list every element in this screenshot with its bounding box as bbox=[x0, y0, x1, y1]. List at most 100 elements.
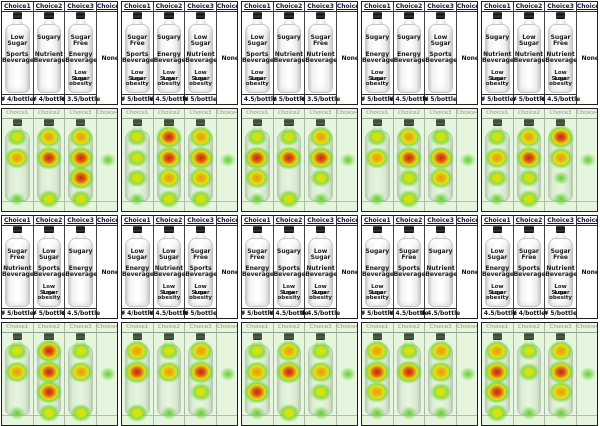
bottle-image bbox=[5, 226, 30, 307]
health-claim-label: Low obesity bbox=[189, 75, 212, 88]
bottle-labels: Sugar Free Sports Beverage Low Sugar Low obe… bbox=[185, 237, 217, 306]
heatmap-bottle-column bbox=[185, 119, 217, 211]
choice-header-cell: Choice2 bbox=[393, 2, 426, 12]
heat-blob bbox=[395, 145, 423, 170]
heatmap-bottle-column bbox=[242, 333, 274, 425]
price-label: ¥ 5/bottle bbox=[184, 95, 218, 103]
bottle-option: Sugar Free Nutrient Beverage Low Sugar Low o… bbox=[545, 12, 577, 94]
choice-header-label: Choice4 bbox=[576, 109, 598, 116]
choice-header-label: Choice4 bbox=[456, 2, 477, 10]
price-label: ¥ 4.5/bottle bbox=[60, 309, 101, 317]
choice-header-cell: Choice4 bbox=[456, 109, 477, 119]
bottle-image bbox=[365, 12, 390, 93]
choice-header-label: Choice1 bbox=[243, 216, 271, 224]
bottle-labels: Sugar Free Sports Beverage bbox=[514, 237, 546, 306]
heatmap-none-column bbox=[337, 333, 357, 425]
bottle-labels: Sugary Nutrient Beverage bbox=[425, 237, 457, 306]
bottle-body bbox=[188, 238, 213, 307]
beverage-type-label: Beverage bbox=[153, 56, 186, 64]
health-claim-label: Low obesity bbox=[245, 75, 269, 88]
heat-blob bbox=[517, 362, 540, 382]
heat-blob bbox=[369, 192, 386, 207]
beverage-type-label: Beverage bbox=[482, 270, 514, 278]
choice-header-label: Choice1 bbox=[6, 323, 29, 330]
price-label: ¥ 5/bottle bbox=[361, 309, 394, 317]
price-label: ¥ 5/bottle bbox=[184, 309, 218, 317]
health-claim-label: Low obesity bbox=[69, 75, 92, 88]
beverage-type-label: Beverage bbox=[242, 270, 274, 278]
choice-header-cell: Choice3 bbox=[185, 109, 217, 119]
bottle-body bbox=[396, 238, 422, 307]
bottle-neck bbox=[74, 19, 87, 24]
none-label: None bbox=[101, 268, 118, 276]
heatmap-bottle-column bbox=[305, 333, 337, 425]
beverage-type-label: Nutrient bbox=[546, 50, 575, 58]
bottle-labels: Sugar Free Nutrient Beverage Low Sugar Low o… bbox=[545, 23, 577, 92]
beverage-type-label: Beverage bbox=[33, 270, 66, 278]
bottle-neck bbox=[554, 19, 567, 24]
sugar-level-label: Sugar Free bbox=[127, 34, 148, 48]
heat-blob bbox=[155, 145, 183, 170]
bottle-neck bbox=[522, 19, 536, 24]
heat-blob bbox=[35, 359, 63, 384]
beverage-type-label: Energy bbox=[397, 50, 421, 58]
heatmap-none-column bbox=[577, 333, 597, 425]
price-label: ¥ 4/bottle bbox=[1, 95, 34, 103]
beverage-type-label: Nutrient bbox=[514, 50, 544, 58]
choice-header-label: Choice2 bbox=[395, 2, 423, 10]
none-option: None bbox=[97, 12, 117, 104]
heat-blob bbox=[548, 340, 574, 363]
sugar-level-label: Sugary bbox=[485, 34, 510, 42]
bottle-body bbox=[516, 24, 542, 93]
bottle-cap-icon bbox=[284, 226, 294, 233]
price-label: ¥ 4.5/bottle bbox=[300, 309, 341, 317]
choice-header-label: Choice1 bbox=[123, 216, 151, 224]
choice-header-cell: Choice3 bbox=[185, 216, 217, 226]
choice-header-cell: Choice1 bbox=[2, 109, 34, 119]
bottle-option: Sugar Free Sports Beverage Low Sugar Low obe… bbox=[185, 226, 217, 308]
heat-blob bbox=[126, 148, 149, 168]
health-claim-label: Low obesity bbox=[549, 75, 572, 88]
heat-blob bbox=[397, 189, 420, 209]
heat-blob bbox=[369, 406, 386, 421]
choice-header-label: Choice4 bbox=[96, 2, 117, 10]
heat-blob bbox=[428, 360, 454, 383]
choice-header-label: Choice2 bbox=[515, 2, 543, 10]
bottle-neck bbox=[522, 233, 536, 238]
heat-blob bbox=[69, 189, 92, 209]
beverage-type-label: Nutrient bbox=[274, 50, 304, 58]
price-cell: ¥ 5/bottle bbox=[184, 94, 218, 104]
choice-header-cell: Choice3 bbox=[425, 2, 457, 12]
heat-blob bbox=[428, 166, 454, 189]
price-label: ¥ 4.5/bottle bbox=[269, 309, 309, 317]
beverage-type-label: Sports bbox=[246, 50, 269, 58]
bottle-body bbox=[365, 24, 390, 93]
choice-header-cell: Choice4 bbox=[216, 109, 237, 119]
heat-blob bbox=[580, 367, 597, 382]
price-label: ¥ 5/bottle bbox=[241, 309, 274, 317]
beverage-type-label: Nutrient bbox=[306, 264, 335, 272]
heat-blob bbox=[364, 380, 390, 403]
bottle-option: Low Sugar Nutrient Beverage Low Sugar Low ob… bbox=[185, 12, 217, 94]
price-label: ¥ 5/bottle bbox=[272, 95, 306, 103]
heat-blob bbox=[483, 359, 511, 384]
heatmap-none-column bbox=[577, 119, 597, 211]
choice-header-label: Choice1 bbox=[6, 109, 29, 116]
bottle-option: Sugar Free Nutrient Beverage bbox=[2, 226, 34, 308]
price-cell: ¥ 4/bottle bbox=[512, 308, 545, 318]
bottle-body bbox=[125, 24, 150, 93]
bottle-labels: Sugary Energy Beverage Low Sugar Low obesity bbox=[362, 23, 394, 92]
choice-header-cell: Choice1 bbox=[482, 2, 514, 12]
bottle-cap-icon bbox=[132, 226, 142, 233]
heatmap-none-column bbox=[217, 119, 237, 211]
choice-header-label: Choice3 bbox=[189, 109, 212, 116]
bottle-labels: Sugary Energy Beverage Low Sugar Low obesity bbox=[153, 23, 186, 92]
bottle-cap-icon bbox=[492, 119, 502, 126]
price-label: ¥ 4.5/bottle bbox=[540, 95, 581, 103]
bottle-labels: Low Sugar Sports Beverage bbox=[2, 23, 34, 92]
beverage-type-label: Nutrient bbox=[3, 264, 32, 272]
heatmap-bottle-column bbox=[545, 119, 577, 211]
health-claim-label: Low obesity bbox=[309, 289, 332, 302]
